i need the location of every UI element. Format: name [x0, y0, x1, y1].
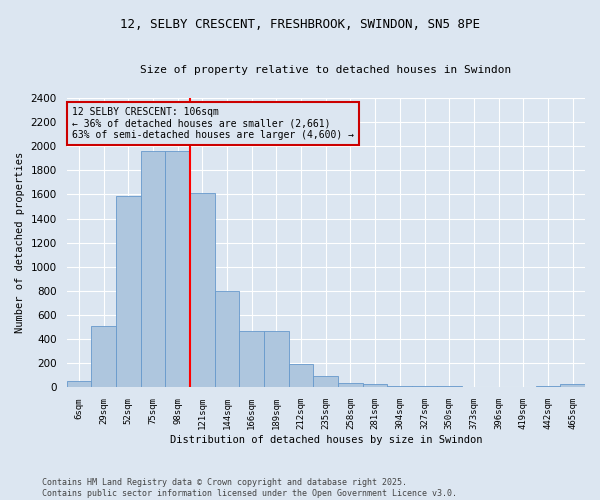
Bar: [560, 384, 585, 388]
Text: 12, SELBY CRESCENT, FRESHBROOK, SWINDON, SN5 8PE: 12, SELBY CRESCENT, FRESHBROOK, SWINDON,…: [120, 18, 480, 30]
Bar: [165, 151, 190, 388]
Bar: [116, 196, 140, 388]
Bar: [190, 194, 215, 388]
Text: Contains HM Land Registry data © Crown copyright and database right 2025.
Contai: Contains HM Land Registry data © Crown c…: [42, 478, 457, 498]
Y-axis label: Number of detached properties: Number of detached properties: [15, 152, 25, 334]
X-axis label: Distribution of detached houses by size in Swindon: Distribution of detached houses by size …: [170, 435, 482, 445]
Bar: [91, 326, 116, 388]
Bar: [215, 291, 239, 388]
Bar: [338, 382, 363, 388]
Title: Size of property relative to detached houses in Swindon: Size of property relative to detached ho…: [140, 65, 511, 75]
Bar: [461, 387, 486, 388]
Bar: [289, 364, 313, 388]
Bar: [140, 151, 165, 388]
Bar: [412, 386, 437, 388]
Bar: [437, 386, 461, 388]
Bar: [239, 331, 264, 388]
Bar: [536, 386, 560, 388]
Bar: [313, 376, 338, 388]
Bar: [388, 386, 412, 388]
Bar: [363, 384, 388, 388]
Text: 12 SELBY CRESCENT: 106sqm
← 36% of detached houses are smaller (2,661)
63% of se: 12 SELBY CRESCENT: 106sqm ← 36% of detac…: [72, 106, 354, 140]
Bar: [264, 331, 289, 388]
Bar: [67, 381, 91, 388]
